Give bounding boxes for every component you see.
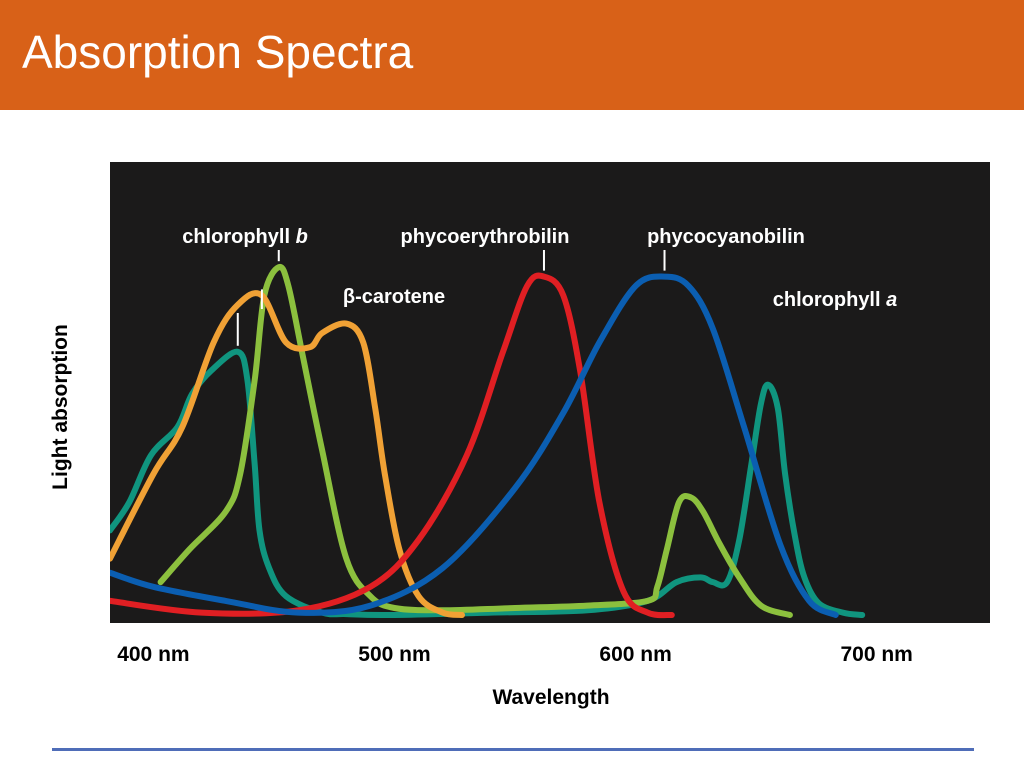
x-tick-label: 600 nm <box>599 643 671 666</box>
phycocyanobilin-line <box>110 273 839 618</box>
chlorophyll-a-annotation: chlorophyll a <box>773 289 897 311</box>
plot-area <box>110 162 990 623</box>
phycoerythrobilin-annotation: phycoerythrobilin <box>401 226 570 248</box>
phycoerythrobilin-line <box>110 272 675 619</box>
chlorophyll-b-annotation: chlorophyll b <box>182 226 308 248</box>
x-tick-label: 500 nm <box>358 643 430 666</box>
x-tick-labels: 400 nm 500 nm 600 nm 700 nm <box>117 643 913 666</box>
chlorophyll-a-line <box>110 348 866 619</box>
footer-rule <box>52 748 974 751</box>
series-lines <box>110 263 866 619</box>
phycocyanobilin-annotation: phycocyanobilin <box>647 226 805 248</box>
chlorophyll-b-line <box>157 263 793 618</box>
x-tick-label: 700 nm <box>840 643 912 666</box>
x-axis-label: Wavelength <box>492 686 609 709</box>
y-axis-label: Light absorption <box>49 324 72 490</box>
annotations: chlorophyll b β-carotene phycoerythrobilin… <box>182 226 897 311</box>
x-tick-label: 400 nm <box>117 643 189 666</box>
title-banner: Absorption Spectra <box>0 0 1024 110</box>
beta-carotene-annotation: β-carotene <box>343 286 445 308</box>
annotation-leaders <box>236 250 666 346</box>
slide-title: Absorption Spectra <box>22 26 414 78</box>
